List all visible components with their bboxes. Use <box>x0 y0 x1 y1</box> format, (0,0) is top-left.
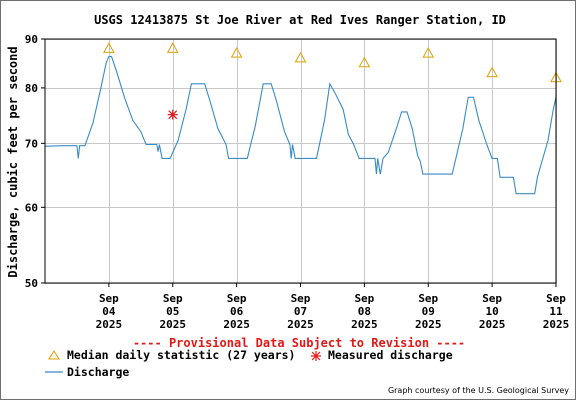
y-tick-label: 60 <box>25 201 38 214</box>
median-triangle-marker <box>358 56 371 68</box>
median-triangle-marker <box>230 47 243 58</box>
x-tick-label: Sep <box>418 292 438 305</box>
x-tick-label: 07 <box>294 305 307 318</box>
measured-discharge-marker <box>167 109 178 120</box>
x-tick-label: Sep <box>354 292 374 305</box>
x-tick-label: 06 <box>230 305 244 318</box>
legend-median-label: Median daily statistic (27 years) <box>67 348 295 362</box>
series-group <box>45 55 556 195</box>
median-triangle-marker <box>294 51 307 63</box>
x-tick-label: 04 <box>102 305 116 318</box>
legend-measured-asterisk-icon <box>311 351 321 361</box>
median-triangle-marker <box>422 47 435 58</box>
x-tick-label: Sep <box>546 292 566 305</box>
legend-discharge-label: Discharge <box>67 365 129 379</box>
x-tick-labels: Sep042025Sep052025Sep062025Sep072025Sep0… <box>96 283 570 331</box>
provisional-note: ---- Provisional Data Subject to Revisio… <box>133 336 465 350</box>
median-triangle-marker <box>166 42 179 53</box>
x-tick-label: 2025 <box>96 318 123 331</box>
x-tick-label: Sep <box>291 292 311 305</box>
x-tick-label: Sep <box>227 292 247 305</box>
x-tick-label: 05 <box>166 305 179 318</box>
y-tick-label: 90 <box>25 33 38 46</box>
x-tick-label: 10 <box>486 305 499 318</box>
x-tick-label: 2025 <box>351 318 378 331</box>
legend-median-triangle-icon <box>48 350 60 360</box>
x-tick-label: 08 <box>358 305 371 318</box>
x-tick-label: 2025 <box>160 318 187 331</box>
x-tick-label: 2025 <box>543 318 570 331</box>
x-tick-label: Sep <box>99 292 119 305</box>
plot-area <box>45 39 556 283</box>
discharge-series-line <box>45 55 556 195</box>
y-tick-label: 70 <box>25 137 38 150</box>
y-tick-labels: 50 60 70 80 90 <box>25 33 45 290</box>
y-tick-label: 50 <box>25 277 38 290</box>
credit-text: Graph courtesy of the U.S. Geological Su… <box>388 386 569 395</box>
chart-title: USGS 12413875 St Joe River at Red Ives R… <box>94 13 506 27</box>
x-tick-label: 2025 <box>223 318 250 331</box>
x-tick-label: Sep <box>163 292 183 305</box>
median-triangle-marker <box>103 42 115 53</box>
y-axis-label: Discharge, cubic feet per second <box>6 46 20 277</box>
x-tick-label: 2025 <box>287 318 314 331</box>
legend-measured-label: Measured discharge <box>328 348 453 362</box>
median-triangle-marker <box>486 66 498 78</box>
legend: Median daily statistic (27 years) Measur… <box>45 348 453 379</box>
x-tick-label: 09 <box>422 305 435 318</box>
x-tick-label: 2025 <box>415 318 442 331</box>
x-tick-label: Sep <box>482 292 502 305</box>
x-tick-label: 2025 <box>479 318 506 331</box>
y-tick-label: 80 <box>25 82 38 95</box>
x-tick-label: 11 <box>549 305 563 318</box>
